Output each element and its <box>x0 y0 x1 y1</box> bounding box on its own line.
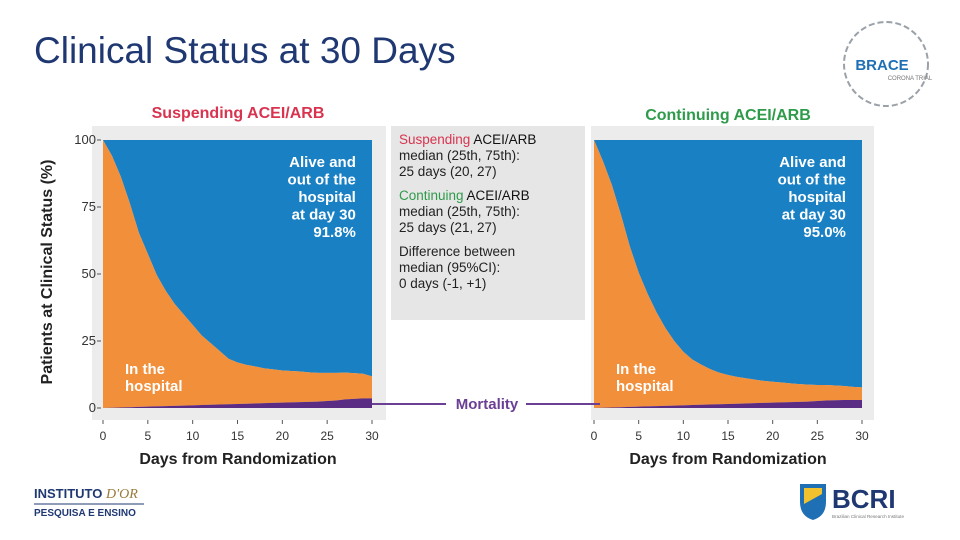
chart-title: Continuing ACEI/ARB <box>645 107 811 124</box>
x-tick-label: 10 <box>186 429 200 443</box>
x-tick-label: 5 <box>144 429 151 443</box>
annotation-alive-line-4: at day 30 <box>292 207 356 224</box>
slide-title: Clinical Status at 30 Days <box>34 30 456 71</box>
y-tick-label: 25 <box>82 333 96 348</box>
area-mortality <box>594 399 862 408</box>
annotation-alive-line-3: hospital <box>298 189 356 206</box>
y-tick-label: 100 <box>74 132 96 147</box>
instituto-dor-logo: INSTITUTO D'OR PESQUISA E ENSINO <box>34 486 144 519</box>
annotation-alive-line-2: out of the <box>288 172 356 189</box>
suspending-summary-heading: Suspending ACEI/ARB <box>399 132 577 148</box>
bcri-logo-subtitle: Brazilian Clinical Research Institute <box>832 514 904 519</box>
x-tick-label: 0 <box>100 429 107 443</box>
annotation-hospital-line-2: hospital <box>616 378 674 395</box>
area-mortality <box>103 398 372 408</box>
x-tick-label: 20 <box>276 429 290 443</box>
difference-value: 0 days (-1, +1) <box>399 276 487 291</box>
difference-median-word: median <box>399 260 444 275</box>
continuing-stat-label: median (25th, 75th): <box>399 204 520 219</box>
suspending-stat-value: 25 days (20, 27) <box>399 164 497 179</box>
continuing-summary-heading: Continuing ACEI/ARB <box>399 188 577 204</box>
x-tick-label: 5 <box>635 429 642 443</box>
continuing-rest: ACEI/ARB <box>463 188 530 203</box>
annotation-alive-line-2: out of the <box>778 172 846 189</box>
x-tick-label: 30 <box>855 429 869 443</box>
suspending-rest: ACEI/ARB <box>470 132 537 147</box>
y-tick-label: 0 <box>89 400 96 415</box>
difference-summary: Difference between median (95%CI): 0 day… <box>399 244 577 292</box>
instituto-logo-mark: D'OR <box>105 487 138 502</box>
mortality-label: Mortality <box>456 396 519 413</box>
chart-title: Suspending ACEI/ARB <box>152 105 325 122</box>
bcri-shield-stripe <box>804 488 822 504</box>
bcri-logo: BCRI Brazilian Clinical Research Institu… <box>800 484 904 520</box>
difference-ci-word: (95%CI) <box>443 260 497 275</box>
annotation-hospital-line-1: In the <box>125 361 165 378</box>
annotation-alive-line-5: 95.0% <box>803 224 846 241</box>
continuing-word: Continuing <box>399 188 464 203</box>
annotation-alive-line-4: at day 30 <box>782 207 846 224</box>
x-axis-label: Days from Randomization <box>629 451 826 468</box>
area-in-hospital <box>594 140 862 408</box>
annotation-alive-line-1: Alive and <box>289 154 356 171</box>
difference-line2: median (95%CI): <box>399 260 577 276</box>
difference-colon: : <box>496 260 501 275</box>
area-in-hospital <box>103 140 372 408</box>
annotation-hospital-line-1: In the <box>616 361 656 378</box>
continuing-stat-value: 25 days (21, 27) <box>399 220 497 235</box>
y-tick-label: 50 <box>82 266 96 281</box>
x-tick-label: 30 <box>365 429 379 443</box>
annotation-alive-line-1: Alive and <box>779 154 846 171</box>
area-alive-out-of-hospital <box>594 140 862 388</box>
y-tick-label: 75 <box>82 199 96 214</box>
annotation-alive-line-3: hospital <box>788 189 846 206</box>
brace-logo-subtitle: CORONA TRIAL <box>888 76 933 82</box>
x-tick-label: 15 <box>231 429 245 443</box>
x-tick-label: 10 <box>677 429 691 443</box>
x-tick-label: 25 <box>320 429 334 443</box>
median-summary-box: Suspending ACEI/ARB median (25th, 75th):… <box>391 126 585 320</box>
y-axis-label: Patients at Clinical Status (%) <box>39 160 56 385</box>
annotation-alive-line-5: 91.8% <box>313 224 356 241</box>
difference-line1: Difference between <box>399 244 516 259</box>
instituto-logo-name: INSTITUTO <box>34 486 102 501</box>
x-tick-label: 25 <box>811 429 825 443</box>
brace-gear-ring <box>843 21 929 107</box>
brace-logo-title: BRACE <box>855 57 908 74</box>
brace-corona-trial-logo: BRACE CORONA TRIAL <box>843 21 933 107</box>
x-tick-label: 0 <box>591 429 598 443</box>
x-axis-label: Days from Randomization <box>139 451 336 468</box>
bcri-logo-name: BCRI <box>832 484 896 514</box>
area-alive-out-of-hospital <box>103 140 372 377</box>
x-tick-label: 20 <box>766 429 780 443</box>
suspending-stat-label: median (25th, 75th): <box>399 148 520 163</box>
x-tick-label: 15 <box>721 429 735 443</box>
annotation-hospital-line-2: hospital <box>125 378 183 395</box>
instituto-logo-tagline: PESQUISA E ENSINO <box>34 508 136 519</box>
suspending-summary: Suspending ACEI/ARB median (25th, 75th):… <box>399 132 577 180</box>
suspending-word: Suspending <box>399 132 471 147</box>
continuing-summary: Continuing ACEI/ARB median (25th, 75th):… <box>399 188 577 236</box>
